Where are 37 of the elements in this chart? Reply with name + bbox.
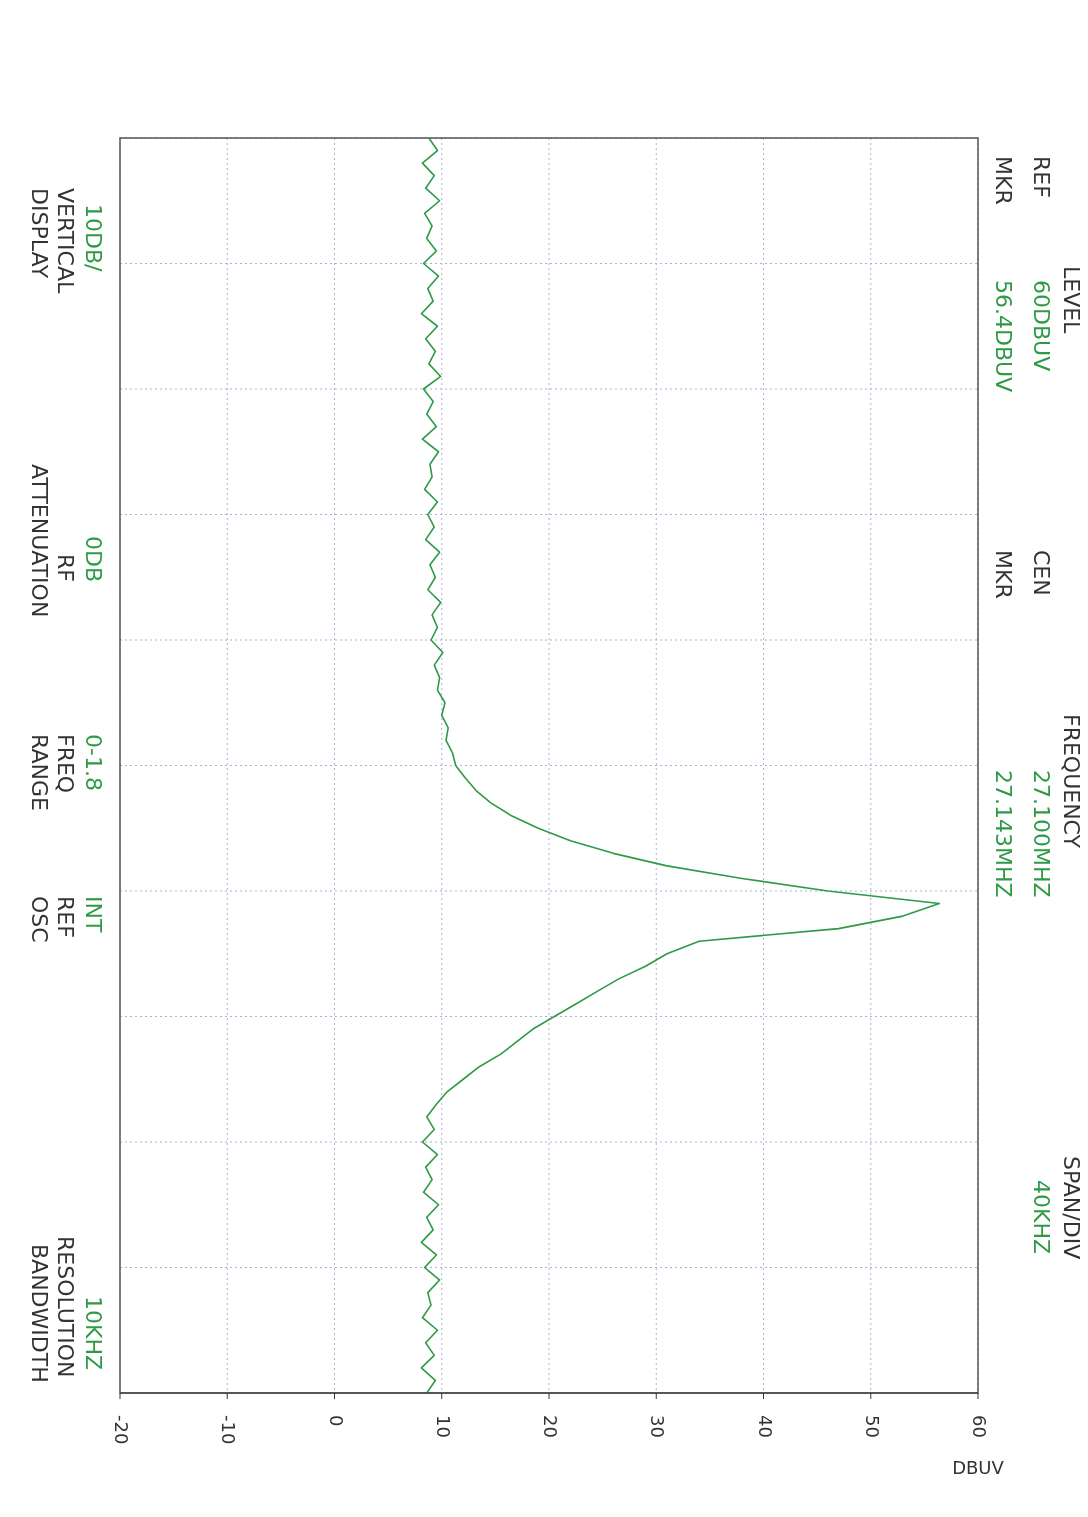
text: FREQUENCY: [1059, 714, 1084, 849]
text: CEN: [1029, 550, 1054, 596]
text: BANDWIDTH: [27, 1244, 52, 1383]
text: RANGE: [27, 734, 52, 811]
x-tick-label: -20: [111, 1415, 132, 1445]
x-tick-label: 60: [969, 1415, 990, 1438]
text: MKR: [991, 156, 1016, 205]
text: SPAN/DIV: [1059, 1156, 1084, 1260]
text: 0-1.8: [81, 734, 106, 791]
x-tick-label: -10: [218, 1415, 240, 1445]
x-axis-title: DBUV: [952, 1457, 1005, 1478]
text: OSC: [27, 896, 52, 943]
text: FREQ: [53, 734, 78, 794]
text: 27.143MHZ: [991, 770, 1016, 898]
text: VERTICAL: [53, 188, 78, 294]
text: 0DB: [81, 536, 106, 583]
text: 27.100MHZ: [1029, 770, 1054, 898]
x-tick-label: 30: [647, 1415, 669, 1438]
x-tick-label: 50: [861, 1415, 883, 1438]
text: 56.4DBUV: [991, 280, 1016, 393]
text: 40KHZ: [1029, 1180, 1054, 1255]
text: 10KHZ: [81, 1296, 106, 1371]
x-tick-label: 0: [325, 1415, 347, 1427]
text: INT: [81, 896, 106, 933]
text: REF: [53, 896, 78, 938]
text: RESOLUTION: [53, 1236, 78, 1378]
text: DISPLAY: [27, 188, 52, 279]
text: 10DB/: [81, 204, 106, 273]
x-tick-label: 20: [540, 1415, 561, 1438]
text: LEVEL: [1059, 266, 1084, 335]
text: 60DBUV: [1029, 280, 1054, 372]
text: MKR: [991, 550, 1016, 599]
text: RF: [53, 554, 78, 582]
x-tick-label: 40: [754, 1415, 776, 1438]
x-tick-label: 10: [432, 1415, 454, 1438]
text: REF: [1029, 156, 1054, 198]
text: ATTENUATION: [27, 464, 52, 618]
